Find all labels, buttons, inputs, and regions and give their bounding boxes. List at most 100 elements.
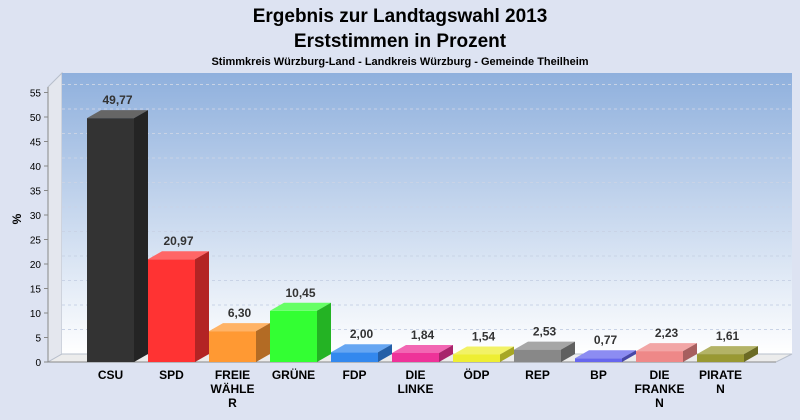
x-tick-label-line: DIE	[649, 368, 669, 382]
y-tick-label: 10	[30, 309, 42, 320]
bar-top	[87, 110, 148, 119]
bar-side	[500, 346, 514, 362]
gridlines	[62, 84, 792, 330]
bar-side	[683, 343, 697, 362]
bar-side	[378, 344, 392, 362]
x-tick-label-line: LINKE	[398, 382, 434, 396]
bar-side	[439, 344, 453, 362]
chart-title: Ergebnis zur Landtagswahl 2013	[253, 6, 548, 27]
y-axis-label: %	[10, 213, 24, 224]
data-label: 6,30	[228, 306, 252, 320]
y-tick-label: 30	[30, 211, 42, 222]
bar-top	[331, 344, 392, 353]
bar	[636, 343, 697, 362]
bar-side	[744, 346, 758, 362]
data-label: 1,61	[716, 329, 740, 343]
x-tick-label: FREIE WÄHLE R	[211, 368, 255, 410]
data-label: 2,23	[655, 326, 679, 340]
bar	[87, 110, 148, 362]
bar-front	[392, 352, 439, 362]
x-tick-label: DIE FRANKE N	[635, 368, 685, 410]
x-tick-label-line: PIRATE	[699, 368, 742, 382]
x-tick-label: DIE LINKE	[398, 368, 434, 396]
bar	[392, 344, 453, 362]
bar-front	[87, 118, 134, 362]
y-tick-label: 5	[35, 334, 41, 345]
bar	[453, 346, 514, 362]
bar	[270, 302, 331, 362]
bar-side	[561, 341, 575, 362]
bar-front	[270, 310, 317, 362]
x-tick-label-line: BP	[590, 368, 607, 382]
data-label: 1,54	[472, 329, 496, 343]
bar-front	[209, 331, 256, 362]
bar-side	[317, 302, 331, 362]
x-tick-label-line: FRANKE	[635, 382, 685, 396]
y-tick-label: 25	[30, 236, 42, 247]
y-tick-label: 15	[30, 285, 42, 296]
bar-front	[697, 354, 744, 362]
bar-top	[270, 302, 331, 311]
bar	[331, 344, 392, 362]
x-tick-label: FDP	[343, 368, 367, 382]
bar-front	[331, 352, 378, 362]
data-label: 1,84	[411, 328, 435, 342]
data-label: 49,77	[102, 93, 132, 107]
y-tick-label: 55	[30, 89, 42, 100]
bar-side	[256, 323, 270, 362]
data-labels: 49,77 20,97 6,30 10,45 2,00 1,84 1,54 2,53 0,77 2…	[102, 93, 739, 347]
y-tick-label: 40	[30, 162, 42, 173]
data-label: 10,45	[285, 286, 315, 300]
data-label: 2,00	[350, 327, 374, 341]
x-tick-label-line: ÖDP	[463, 367, 489, 382]
bar	[575, 350, 636, 362]
x-tick-label-line: SPD	[159, 368, 184, 382]
x-tick-label: SPD	[159, 368, 184, 382]
x-tick-label: CSU	[98, 368, 123, 382]
y-tick-label: 50	[30, 113, 42, 124]
x-tick-label: GRÜNE	[272, 367, 315, 382]
bar-front	[575, 358, 622, 362]
bar-side	[622, 350, 636, 362]
x-tick-label-line: DIE	[405, 368, 425, 382]
bar-top	[392, 344, 453, 353]
plot-side-wall	[47, 71, 63, 363]
bar-top	[209, 323, 270, 332]
data-label: 2,53	[533, 325, 557, 339]
bar-front	[636, 351, 683, 362]
x-tick-label-line: CSU	[98, 368, 123, 382]
bar-front	[453, 354, 500, 362]
bar-top	[636, 343, 697, 352]
bar	[697, 346, 758, 362]
y-tick-label: 20	[30, 260, 42, 271]
chart-subtitle: Erststimmen in Prozent	[294, 31, 507, 52]
x-tick-label-line: FREIE	[215, 368, 250, 382]
bar	[209, 323, 270, 362]
bars	[87, 110, 758, 362]
bar-top	[148, 251, 209, 260]
x-tick-label: PIRATE N	[699, 368, 742, 396]
x-tick-label-line: REP	[525, 368, 550, 382]
y-tick-label: 45	[30, 138, 42, 149]
chart-caption: Stimmkreis Würzburg-Land - Landkreis Wür…	[211, 56, 588, 68]
y-tick-label: 0	[35, 358, 41, 369]
x-tick-label-line: WÄHLE	[211, 381, 255, 396]
x-tick-label-line: FDP	[343, 368, 367, 382]
bar-front	[148, 259, 195, 362]
bar-top	[453, 346, 514, 355]
bar-front	[514, 349, 561, 362]
bar-side	[134, 110, 148, 362]
x-tick-label-line: GRÜNE	[272, 367, 315, 382]
x-tick-label-line: R	[228, 396, 237, 410]
data-label: 0,77	[594, 333, 618, 347]
x-tick-label: ÖDP	[463, 367, 489, 382]
y-tick-label: 35	[30, 187, 42, 198]
bar-side	[195, 251, 209, 362]
bar-top	[514, 341, 575, 350]
x-tick-label-line: N	[716, 382, 725, 396]
x-tick-label: REP	[525, 368, 550, 382]
bar	[514, 341, 575, 362]
